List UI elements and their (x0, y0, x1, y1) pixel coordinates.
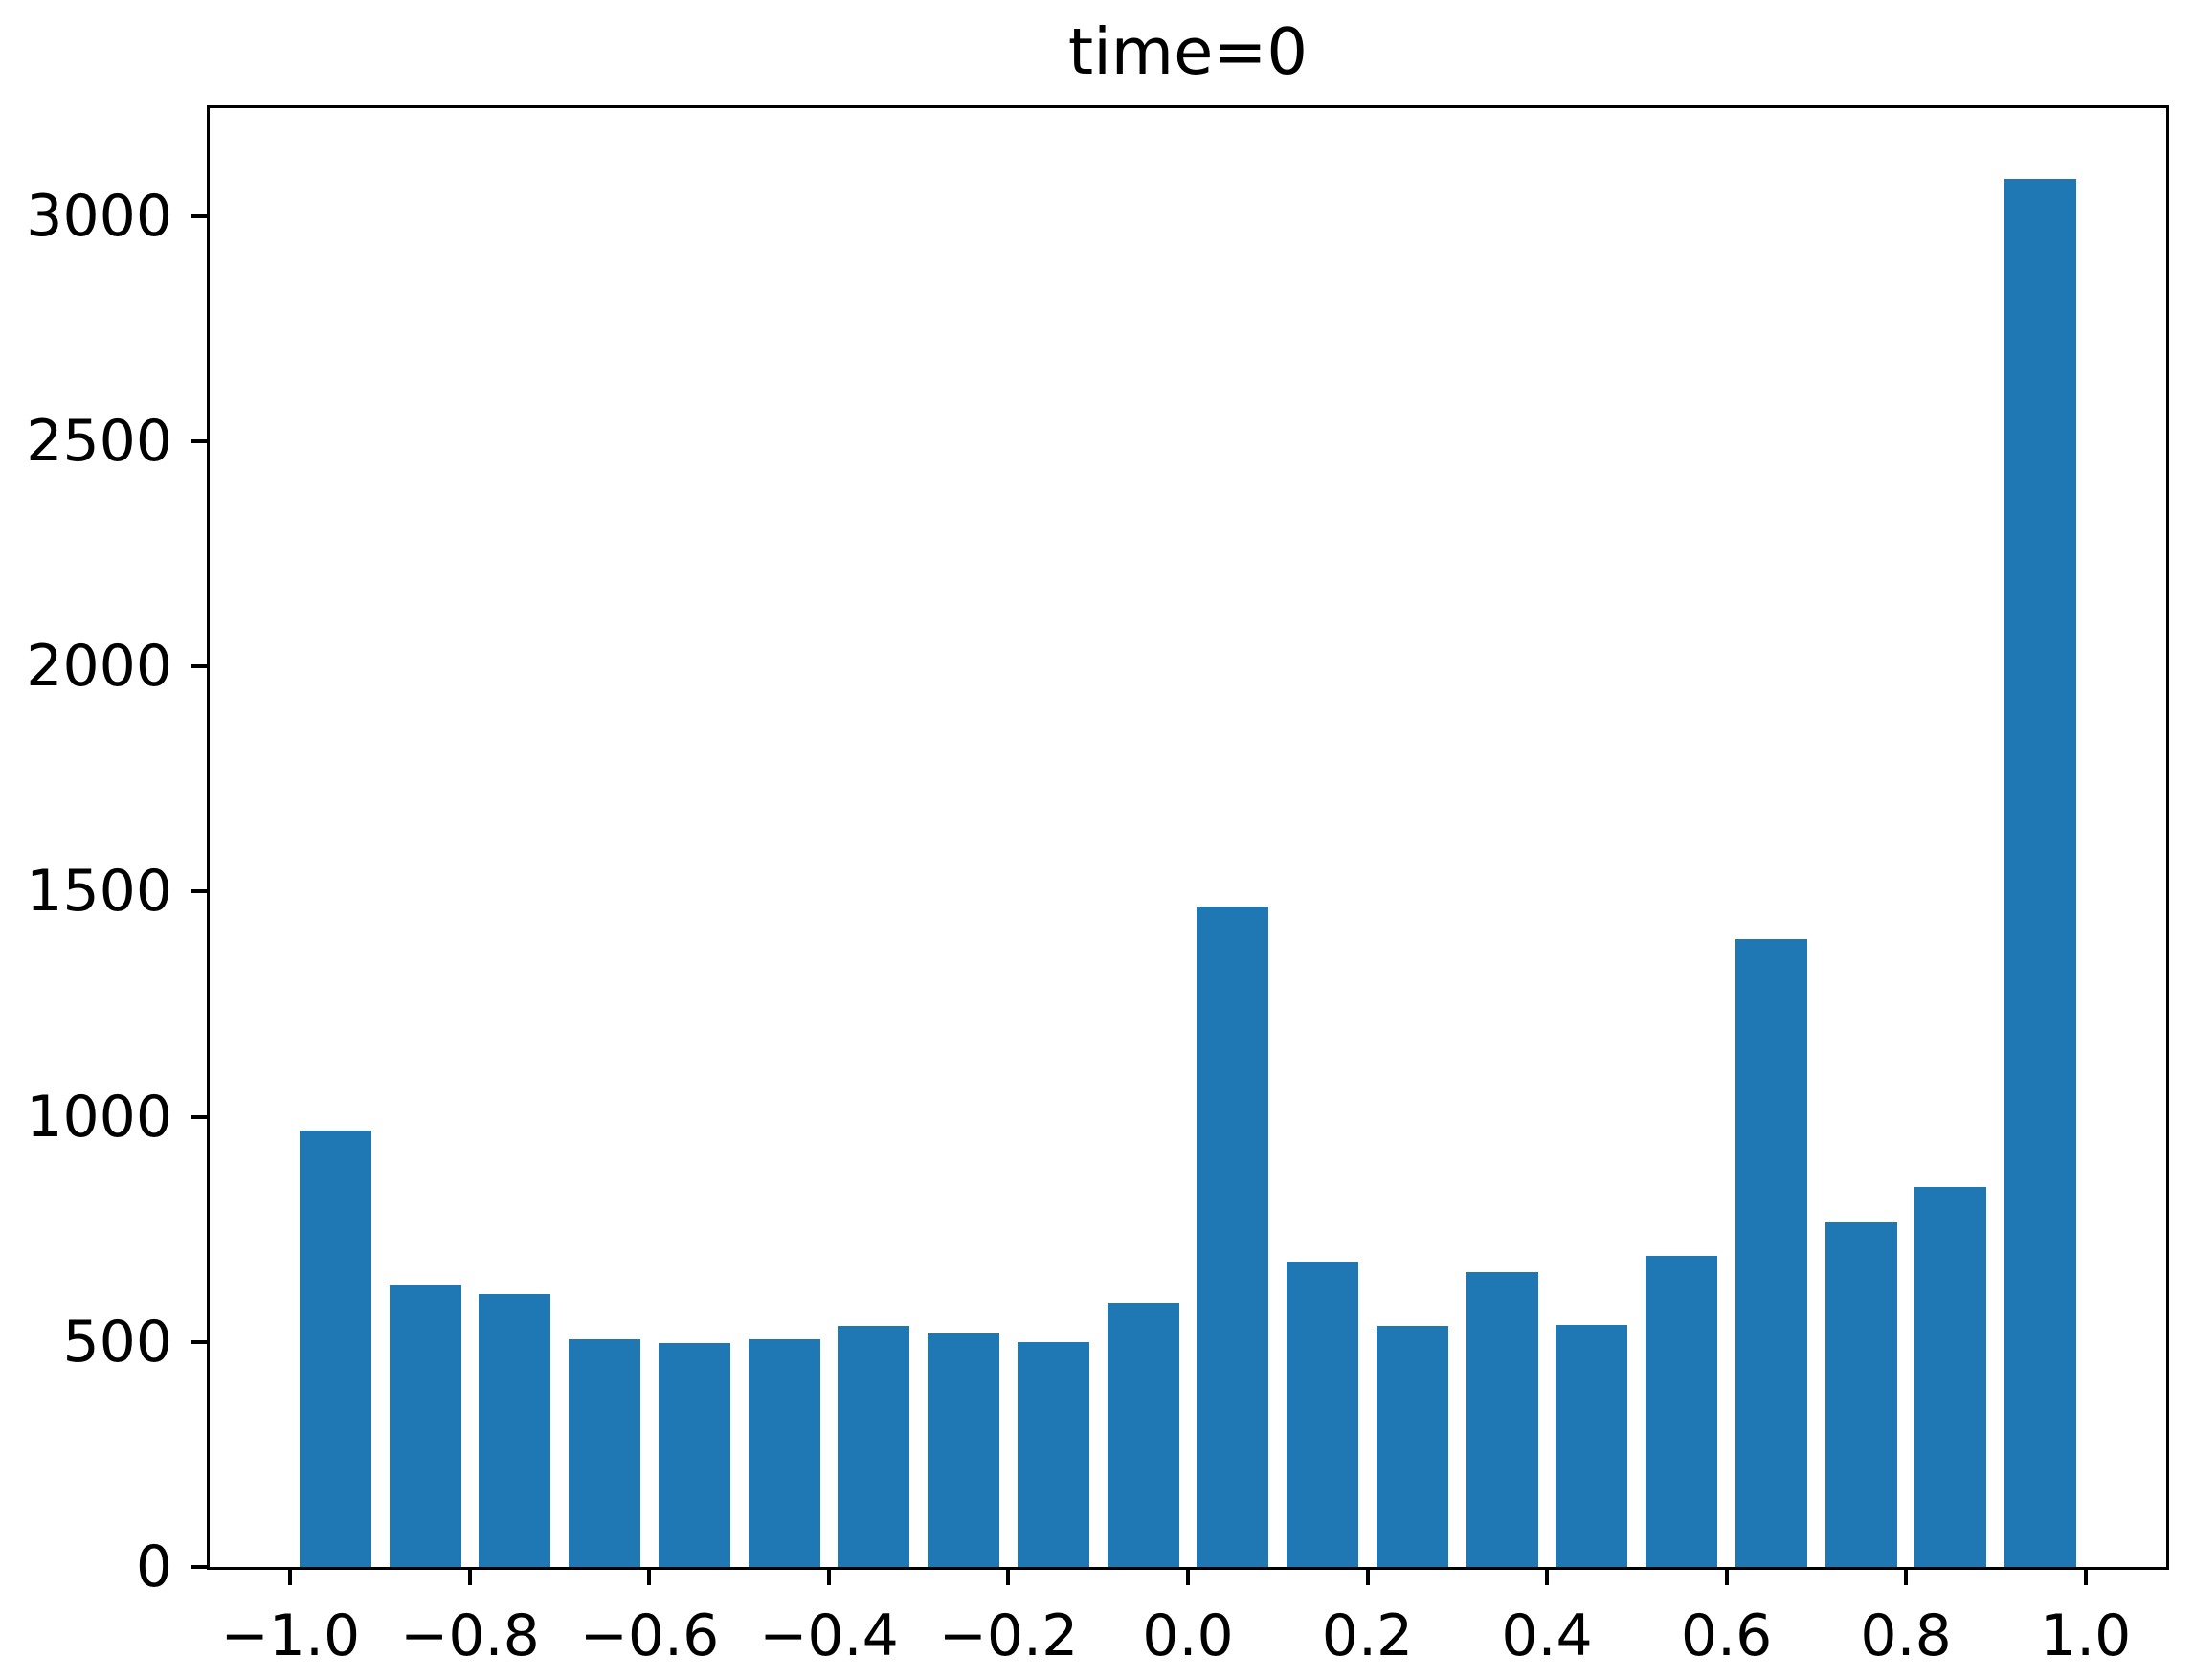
x-tick-label: 0.0 (1142, 1602, 1234, 1669)
x-tick-mark (467, 1570, 472, 1585)
x-tick-label: 0.2 (1321, 1602, 1414, 1669)
x-tick-label: −0.6 (579, 1602, 720, 1669)
x-tick-mark (1545, 1570, 1550, 1585)
y-tick-label: 1500 (26, 858, 172, 926)
histogram-bar (928, 1333, 1000, 1567)
histogram-bar (2004, 178, 2077, 1567)
y-tick-label: 1000 (26, 1083, 172, 1151)
y-tick-label: 2500 (26, 408, 172, 476)
y-tick-mark (191, 664, 207, 669)
histogram-bar (1556, 1325, 1628, 1567)
histogram-bar (1646, 1255, 1718, 1567)
x-tick-label: 1.0 (2039, 1602, 2132, 1669)
x-tick-mark (1724, 1570, 1729, 1585)
chart-title: time=0 (1067, 14, 1309, 89)
histogram-bar (1825, 1222, 1897, 1567)
x-tick-mark (647, 1570, 652, 1585)
y-tick-label: 500 (62, 1308, 172, 1376)
histogram-bar (1287, 1262, 1359, 1567)
x-tick-mark (1006, 1570, 1011, 1585)
x-tick-label: 0.6 (1680, 1602, 1773, 1669)
y-tick-label: 0 (135, 1534, 172, 1601)
histogram-bar (569, 1339, 641, 1567)
x-tick-label: −1.0 (220, 1602, 361, 1669)
x-tick-mark (826, 1570, 831, 1585)
histogram-bar (658, 1343, 730, 1567)
histogram-bar (1735, 939, 1807, 1567)
y-tick-label: 2000 (26, 633, 172, 701)
histogram-bar (1466, 1271, 1538, 1567)
y-tick-mark (191, 1565, 207, 1569)
y-tick-label: 3000 (26, 182, 172, 250)
histogram-bar (838, 1325, 910, 1567)
histogram-bar (1914, 1186, 1987, 1567)
x-tick-mark (1365, 1570, 1370, 1585)
x-tick-label: −0.8 (400, 1602, 540, 1669)
y-tick-mark (191, 889, 207, 894)
y-tick-mark (191, 1114, 207, 1119)
histogram-bar (299, 1130, 371, 1567)
histogram-bar (1107, 1302, 1179, 1567)
x-tick-label: −0.4 (759, 1602, 899, 1669)
histogram-bar (1376, 1325, 1448, 1567)
histogram-bar (389, 1284, 461, 1567)
y-tick-mark (191, 439, 207, 444)
x-tick-label: 0.8 (1860, 1602, 1952, 1669)
x-tick-mark (1186, 1570, 1190, 1585)
x-tick-mark (288, 1570, 293, 1585)
histogram-bar (1017, 1342, 1089, 1567)
histogram-bar (748, 1339, 820, 1567)
x-tick-mark (2083, 1570, 2088, 1585)
y-tick-mark (191, 213, 207, 218)
plot-area (207, 105, 2169, 1570)
histogram-bar (1197, 906, 1269, 1567)
histogram-bar (479, 1294, 551, 1567)
x-tick-mark (1904, 1570, 1909, 1585)
x-tick-label: 0.4 (1501, 1602, 1593, 1669)
y-tick-mark (191, 1339, 207, 1344)
x-tick-label: −0.2 (938, 1602, 1079, 1669)
